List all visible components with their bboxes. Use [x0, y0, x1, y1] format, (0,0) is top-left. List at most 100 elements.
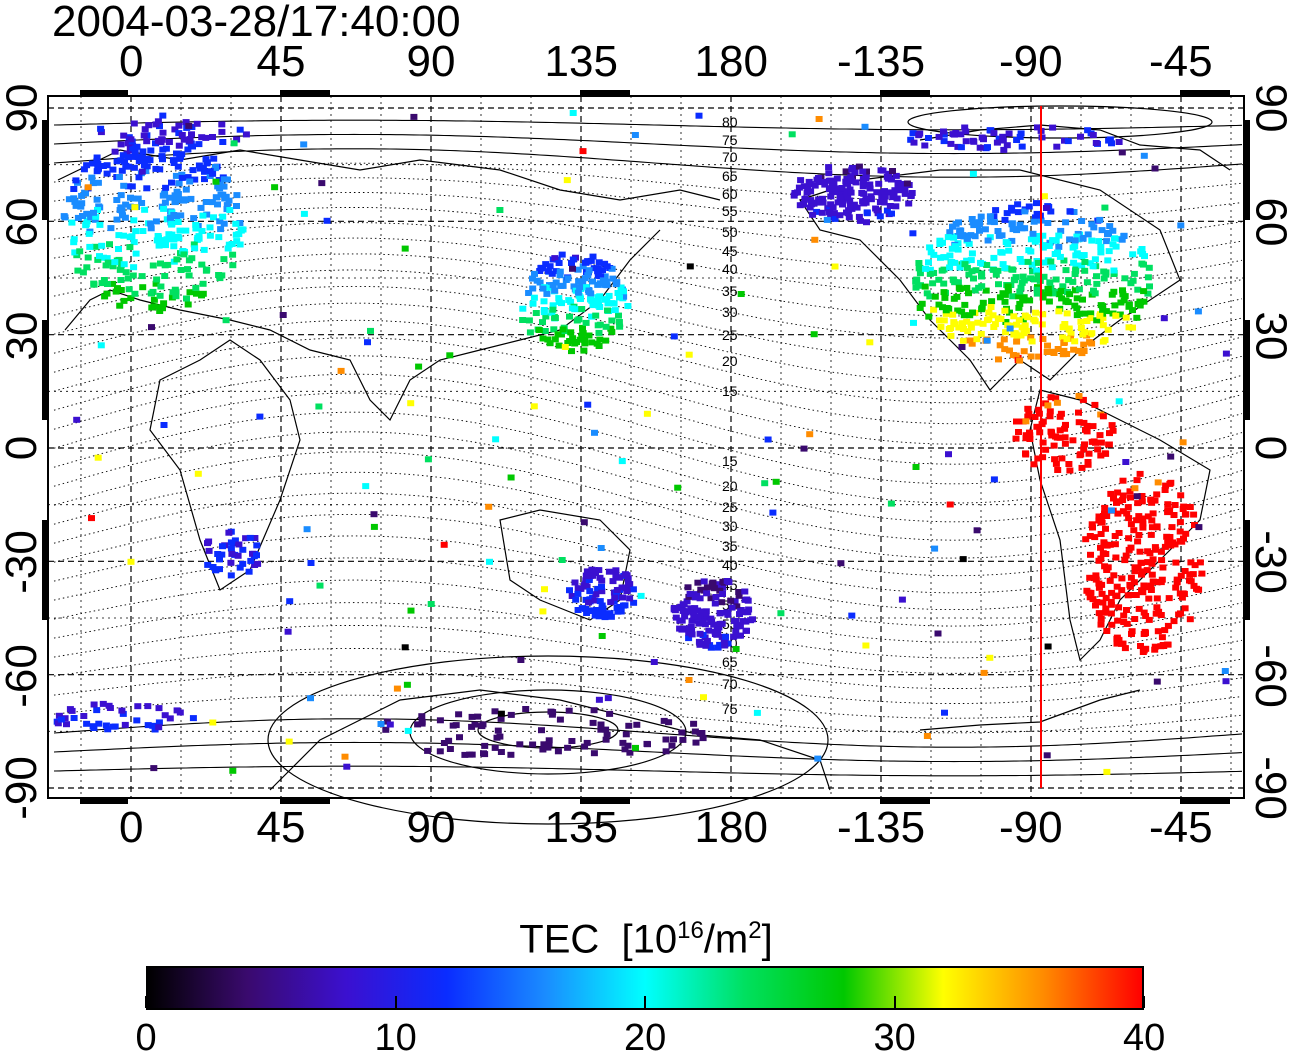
tec-pixel — [118, 707, 126, 714]
tec-pixel — [1148, 499, 1156, 506]
tec-pixel — [103, 170, 111, 177]
tec-pixel — [695, 620, 703, 627]
tec-pixel — [446, 352, 454, 359]
tec-pixel — [613, 604, 621, 611]
tec-pixel — [863, 219, 870, 226]
tec-pixel — [1132, 592, 1140, 598]
tec-pixel — [1027, 353, 1035, 360]
tec-pixel — [984, 237, 992, 244]
tec-pixel — [585, 332, 593, 339]
tec-pixel — [1161, 543, 1169, 550]
tec-pixel — [1095, 584, 1103, 591]
tec-pixel — [999, 261, 1007, 268]
x-tick-top: 45 — [256, 37, 306, 86]
tec-pixel — [1138, 587, 1146, 594]
tec-pixel — [1071, 271, 1079, 277]
tec-pixel — [965, 240, 973, 247]
tec-pixel — [800, 201, 807, 208]
tec-pixel — [1186, 616, 1194, 623]
tec-pixel — [1130, 527, 1138, 534]
contour-line — [53, 337, 1243, 445]
tec-pixel — [935, 276, 943, 283]
tec-pixel — [109, 280, 117, 287]
tec-pixel — [986, 654, 994, 661]
tec-pixel — [1039, 244, 1047, 251]
tec-pixel — [834, 199, 842, 206]
tec-pixel — [100, 277, 108, 283]
tec-pixel — [1075, 347, 1083, 354]
tec-pixel — [176, 709, 184, 716]
tec-pixel — [1008, 266, 1016, 273]
tec-pixel — [239, 546, 247, 553]
tec-pixel — [1103, 542, 1111, 549]
colorbar-unit-exp2: 2 — [748, 917, 762, 944]
tec-pixel — [1042, 446, 1050, 453]
tec-pixel — [803, 189, 811, 196]
tec-pixel — [1065, 277, 1073, 284]
tec-pixel — [1125, 301, 1133, 308]
tec-pixel — [114, 285, 121, 292]
tec-pixel — [876, 213, 884, 220]
tec-pixel — [1066, 291, 1074, 298]
tec-pixel — [955, 219, 962, 226]
tec-pixel — [143, 138, 151, 145]
tec-pixel — [958, 344, 966, 350]
tec-pixel — [831, 263, 839, 270]
tec-pixel — [182, 186, 190, 193]
tec-pixel — [670, 333, 678, 340]
tec-pixel — [230, 140, 238, 147]
tec-pixel — [1069, 437, 1077, 444]
tec-pixel — [202, 156, 210, 163]
tec-pixel — [229, 251, 237, 258]
contour-label: 50 — [722, 224, 738, 240]
tec-pixel — [1128, 628, 1136, 635]
tec-pixel — [1120, 297, 1128, 304]
tec-pixel — [177, 267, 185, 273]
tec-pixel — [930, 251, 938, 258]
tec-pixel — [737, 632, 744, 639]
tec-pixel — [1135, 513, 1143, 520]
tec-pixel — [1012, 435, 1020, 442]
tec-pixel — [88, 174, 96, 181]
tec-pixel — [954, 246, 962, 253]
tec-pixel — [1033, 286, 1041, 293]
tec-pixel — [162, 242, 169, 249]
tec-pixel — [119, 710, 127, 717]
tec-pixel — [1153, 491, 1161, 498]
tec-pixel — [606, 710, 614, 717]
tec-pixel — [1164, 641, 1172, 648]
tec-pixel — [916, 265, 924, 271]
tec-pixel — [156, 308, 164, 314]
tec-pixel — [942, 310, 950, 317]
tec-pixel — [1140, 631, 1148, 637]
tec-pixel — [1106, 136, 1114, 143]
tec-pixel — [595, 696, 603, 703]
tec-pixel — [844, 180, 852, 187]
tec-pixel — [957, 227, 965, 234]
tec-pixel — [587, 607, 595, 614]
colorbar-unit-prefix: [10 — [621, 917, 678, 962]
tec-pixel — [552, 268, 560, 275]
tec-pixel — [1099, 599, 1107, 606]
tec-pixel — [1098, 590, 1106, 597]
tec-pixel — [551, 287, 559, 294]
tec-pixel — [885, 170, 893, 177]
tec-pixel — [629, 586, 637, 593]
tec-pixel — [1035, 259, 1042, 266]
tec-pixel — [193, 120, 201, 127]
tec-pixel — [159, 112, 167, 119]
tec-pixel — [1148, 571, 1156, 578]
tec-pixel — [1109, 241, 1117, 248]
tec-pixel — [959, 556, 967, 563]
tec-pixel — [1154, 479, 1162, 486]
tec-pixel — [609, 578, 617, 585]
tec-pixel — [220, 176, 228, 183]
tec-pixel — [231, 537, 239, 544]
y-tick-left: 90 — [0, 83, 46, 133]
tec-pixel — [497, 710, 505, 717]
tec-pixel — [1049, 237, 1057, 244]
tec-pixel — [619, 594, 627, 601]
tec-pixel — [1179, 506, 1187, 512]
tec-pixel — [1139, 520, 1147, 527]
tec-pixel — [474, 713, 482, 720]
